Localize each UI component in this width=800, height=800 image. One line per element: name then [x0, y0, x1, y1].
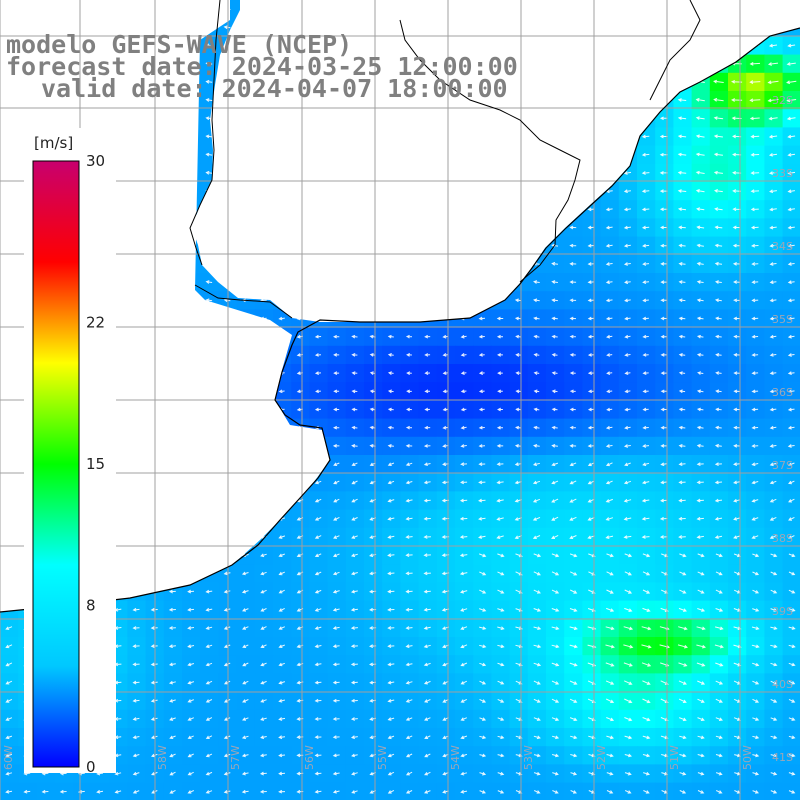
- colorbar-gradient: [32, 160, 80, 768]
- colorbar-tick-label: 22: [86, 314, 105, 332]
- colorbar-tick-label: 30: [86, 152, 105, 170]
- colorbar-tick-label: 0: [86, 758, 96, 776]
- colorbar-tick-label: 15: [86, 455, 105, 473]
- colorbar-tick-label: 8: [86, 596, 96, 614]
- colorbar-unit: [m/s]: [34, 134, 73, 152]
